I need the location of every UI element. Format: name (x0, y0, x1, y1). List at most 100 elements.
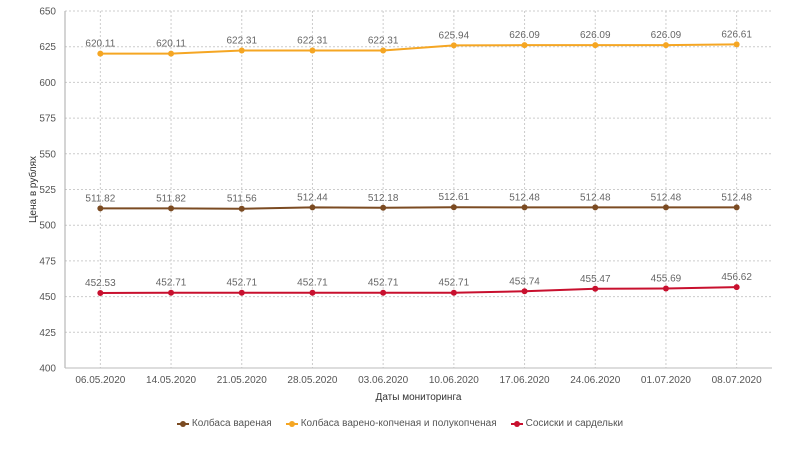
data-label: 512.18 (368, 193, 399, 204)
data-label: 452.71 (368, 278, 399, 289)
x-tick-label: 14.05.2020 (146, 375, 196, 386)
data-point (450, 289, 457, 296)
data-label: 620.11 (85, 39, 115, 50)
series-line (100, 43, 737, 55)
data-point (380, 47, 387, 54)
x-tick-label: 24.06.2020 (570, 375, 620, 386)
data-point (238, 47, 245, 54)
x-tick-label: 21.05.2020 (217, 375, 267, 386)
legend-label: Колбаса варено-копченая и полукопченая (300, 418, 497, 429)
legend-item[interactable]: Колбаса варено-копченая и полукопченая (285, 418, 497, 429)
data-label: 512.48 (721, 192, 752, 203)
data-label: 511.82 (85, 193, 115, 204)
data-label: 512.48 (580, 192, 611, 203)
data-label: 620.11 (156, 39, 186, 50)
y-tick-label: 425 (39, 328, 56, 339)
x-tick-label: 10.06.2020 (429, 375, 479, 386)
data-label: 456.62 (721, 272, 752, 283)
data-label: 511.82 (156, 193, 186, 204)
data-point (380, 289, 387, 296)
data-point (662, 42, 669, 49)
data-point (450, 204, 457, 211)
data-label: 455.69 (651, 273, 682, 284)
data-label: 622.31 (297, 36, 328, 47)
data-label: 626.09 (580, 30, 611, 41)
data-label: 512.48 (651, 192, 682, 203)
x-tick-label: 28.05.2020 (287, 375, 337, 386)
x-tick-label: 06.05.2020 (75, 375, 125, 386)
data-point (592, 42, 599, 49)
data-label: 452.71 (297, 278, 328, 289)
data-point (97, 205, 104, 212)
data-point (309, 47, 316, 54)
data-point (733, 204, 740, 211)
data-label: 512.44 (297, 192, 328, 203)
y-tick-label: 500 (39, 221, 56, 232)
data-label: 452.71 (439, 278, 470, 289)
data-label: 453.74 (509, 276, 540, 287)
data-label: 626.61 (721, 29, 752, 40)
y-tick-label: 475 (39, 256, 56, 267)
data-point (380, 204, 387, 211)
y-tick-label: 400 (39, 364, 56, 375)
legend-label: Колбаса вареная (191, 418, 272, 429)
x-axis-title: Даты мониторинга (376, 392, 462, 403)
series-0: 511.82 511.82 511.56 512.44 512.18 512.61 512.… (85, 192, 752, 212)
series-line (100, 206, 737, 210)
data-point (733, 41, 740, 48)
legend-item[interactable]: Колбаса вареная (176, 418, 272, 429)
y-tick-label: 525 (39, 185, 56, 196)
y-tick-label: 625 (39, 42, 56, 53)
legend: Колбаса вареная Колбаса варено-копченая и… (0, 418, 800, 429)
data-point (733, 284, 740, 291)
y-tick-label: 600 (39, 78, 56, 89)
data-point (97, 289, 104, 296)
series-1: 620.11 620.11 622.31 622.31 622.31 625.94 626.… (85, 29, 752, 57)
data-point (168, 50, 175, 57)
y-axis-title: Цена в рублях (27, 156, 39, 223)
data-label: 626.09 (509, 30, 540, 41)
legend-marker-icon (285, 420, 298, 428)
legend-marker-icon (176, 420, 189, 428)
data-point (168, 289, 175, 296)
data-label: 512.61 (439, 192, 470, 203)
data-point (521, 288, 528, 295)
data-label: 455.47 (580, 274, 611, 285)
data-label: 452.53 (85, 278, 116, 289)
x-tick-label: 03.06.2020 (358, 375, 408, 386)
legend-label: Сосиски и сардельки (525, 418, 624, 429)
y-tick-label: 650 (39, 7, 56, 18)
data-label: 625.94 (439, 30, 470, 41)
data-label: 626.09 (651, 30, 682, 41)
data-point (238, 205, 245, 212)
data-point (309, 204, 316, 211)
data-label: 452.71 (156, 278, 187, 289)
data-point (592, 285, 599, 292)
legend-item[interactable]: Сосиски и сардельки (510, 418, 624, 429)
legend-marker-icon (510, 420, 523, 428)
data-point (238, 289, 245, 296)
data-point (450, 42, 457, 49)
y-tick-label: 575 (39, 114, 56, 125)
data-label: 511.56 (227, 194, 257, 205)
x-tick-label: 17.06.2020 (500, 375, 550, 386)
series-2: 452.53 452.71 452.71 452.71 452.71 452.71 453.… (85, 272, 752, 296)
data-point (521, 42, 528, 49)
data-label: 452.71 (226, 278, 257, 289)
data-point (97, 50, 104, 57)
data-point (309, 289, 316, 296)
data-point (592, 204, 599, 211)
series-line (100, 286, 737, 294)
data-point (521, 204, 528, 211)
x-tick-label: 01.07.2020 (641, 375, 691, 386)
data-point (662, 285, 669, 292)
data-label: 622.31 (368, 36, 399, 47)
data-label: 622.31 (226, 36, 257, 47)
data-point (662, 204, 669, 211)
data-label: 512.48 (509, 192, 540, 203)
y-tick-label: 550 (39, 149, 56, 160)
y-tick-label: 450 (39, 292, 56, 303)
x-tick-label: 08.07.2020 (712, 375, 762, 386)
data-point (168, 205, 175, 212)
